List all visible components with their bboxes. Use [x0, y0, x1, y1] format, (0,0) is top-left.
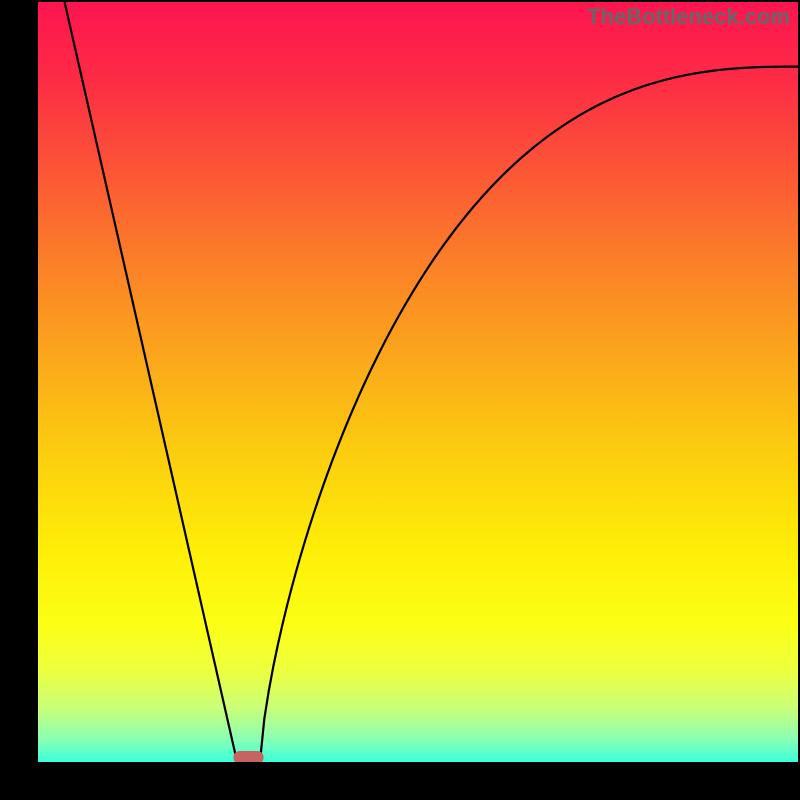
chart-container: TheBottleneck.com: [0, 0, 800, 800]
watermark-text: TheBottleneck.com: [587, 4, 790, 30]
bottleneck-chart: [0, 0, 800, 800]
optimum-marker: [234, 751, 264, 764]
gradient-background: [38, 2, 798, 762]
